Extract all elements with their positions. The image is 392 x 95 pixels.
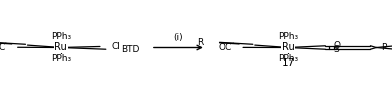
- Text: O: O: [333, 41, 340, 50]
- Text: Ru: Ru: [282, 42, 294, 53]
- Text: BTD: BTD: [122, 45, 140, 54]
- Text: OC: OC: [218, 43, 231, 52]
- Text: (i): (i): [174, 33, 183, 42]
- Text: Ru: Ru: [54, 42, 67, 53]
- Text: PPh₃: PPh₃: [51, 54, 71, 63]
- Text: S: S: [333, 45, 339, 54]
- Text: P: P: [381, 43, 387, 52]
- Text: PPh₃: PPh₃: [278, 54, 298, 63]
- Text: 17: 17: [281, 58, 295, 68]
- Text: OC: OC: [0, 43, 6, 52]
- Text: PPh₃: PPh₃: [51, 32, 71, 41]
- Text: R: R: [198, 38, 204, 47]
- Text: Cl: Cl: [112, 42, 121, 51]
- Text: PPh₃: PPh₃: [278, 32, 298, 41]
